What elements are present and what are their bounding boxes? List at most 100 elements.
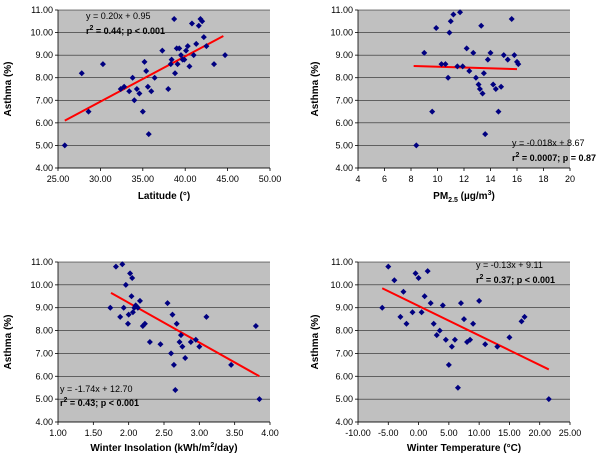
data-point	[179, 343, 186, 350]
y-tick-label: 11.00	[331, 5, 353, 15]
plot-area	[358, 10, 570, 168]
trendline	[64, 35, 224, 122]
data-point	[133, 86, 140, 92]
data-point	[385, 263, 392, 270]
y-tick-label: 6.00	[335, 371, 353, 381]
plot-area	[58, 262, 270, 422]
y-axis-title: Asthma (%)	[310, 61, 321, 116]
y-tick-label: 4.00	[35, 163, 53, 173]
x-axis-title: PM2.5 (µg/m3)	[433, 190, 495, 204]
data-point	[470, 320, 477, 327]
y-tick-labels: 4.00 5.00 6.00 7.00 8.00 9.00 10.00 11.00	[330, 5, 358, 173]
data-point	[167, 61, 174, 68]
x-tick-label: 18	[538, 174, 548, 184]
data-point	[476, 297, 483, 304]
x-tick-label: 35.00	[132, 174, 155, 184]
data-point	[85, 108, 92, 115]
data-point	[424, 268, 431, 275]
trendline	[413, 64, 518, 71]
plot-area	[58, 10, 270, 168]
y-tick-label: 8.00	[35, 73, 53, 83]
data-point	[470, 49, 477, 56]
y-tick-label: 10.00	[330, 28, 353, 38]
x-tick-label: 25.00	[559, 428, 582, 438]
data-point	[176, 45, 183, 52]
data-point	[177, 332, 184, 339]
y-tick-label: 8.00	[35, 326, 53, 336]
data-point	[451, 336, 458, 343]
data-point	[170, 361, 177, 368]
trendline	[381, 287, 550, 371]
data-point	[176, 339, 183, 345]
data-point	[418, 309, 425, 316]
x-tick-label: 16	[512, 174, 522, 184]
data-point	[490, 81, 497, 88]
data-point	[121, 83, 128, 90]
data-point	[454, 384, 461, 391]
data-point	[168, 56, 175, 63]
x-axis-title: Winter Temperature (°C)	[407, 443, 521, 454]
data-point	[472, 74, 479, 81]
data-point	[228, 361, 235, 368]
x-tick-label: 1.00	[49, 428, 67, 438]
data-point	[186, 63, 193, 70]
y-tick-labels: 4.00 5.00 6.00 7.00 8.00 9.00 10.00 11.00	[30, 5, 58, 173]
data-point	[545, 396, 552, 403]
data-point	[126, 88, 133, 95]
regression-stats: r2 = 0.37; p < 0.001	[476, 274, 555, 285]
data-point	[484, 56, 491, 63]
y-tick-label: 7.00	[335, 348, 353, 358]
data-point	[459, 63, 466, 70]
y-axis-title: Asthma (%)	[3, 61, 14, 116]
data-point	[450, 11, 457, 18]
data-point	[521, 313, 528, 320]
data-point	[136, 297, 143, 304]
data-point	[429, 108, 436, 115]
trendline	[381, 287, 550, 371]
x-tick-label: 4.00	[261, 428, 279, 438]
x-tick-label: 3.00	[191, 428, 209, 438]
data-point	[427, 300, 434, 307]
x-tick-labels: -10.00 -5.00 0.00 5.00 10.00 15.00 20.00 25.00	[345, 422, 581, 438]
y-tick-label: 10.00	[30, 28, 53, 38]
y-tick-label: 5.00	[35, 394, 53, 404]
data-point	[146, 339, 153, 345]
data-point	[445, 361, 452, 368]
y-tick-label: 5.00	[35, 140, 53, 150]
x-tick-label: 10.00	[468, 428, 491, 438]
x-tick-label: 20	[565, 174, 575, 184]
data-point	[61, 142, 68, 149]
x-tick-label: 5.00	[440, 428, 458, 438]
x-tick-label: 30.00	[89, 174, 112, 184]
y-tick-label: 9.00	[335, 303, 353, 313]
data-point	[183, 47, 190, 54]
x-tick-label: 45.00	[216, 174, 239, 184]
data-point	[433, 25, 440, 32]
x-tick-labels: 4 6 8 10 12 14 16 18 20	[355, 168, 575, 184]
y-tick-label: 11.00	[331, 257, 353, 267]
data-point	[442, 336, 449, 343]
x-tick-label: 6	[382, 174, 387, 184]
data-point	[203, 313, 210, 320]
data-point	[482, 341, 489, 348]
x-tick-label: 15.00	[498, 428, 521, 438]
x-tick-label: 50.00	[259, 174, 282, 184]
data-point	[447, 18, 454, 25]
data-point	[168, 350, 175, 357]
data-points	[379, 263, 552, 403]
data-point	[442, 61, 449, 68]
data-point	[256, 396, 263, 403]
y-tick-label: 9.00	[335, 50, 353, 60]
data-point	[448, 343, 455, 350]
data-point	[466, 67, 473, 74]
data-point	[131, 97, 138, 104]
y-tick-label: 7.00	[35, 348, 53, 358]
x-axis-title: Winter Insolation (kWh/m2/day)	[90, 442, 237, 454]
data-point	[200, 34, 207, 41]
data-point	[124, 320, 131, 327]
y-tick-label: 10.00	[30, 280, 53, 290]
data-point	[480, 70, 487, 77]
data-point	[482, 131, 489, 138]
data-point	[467, 336, 474, 343]
data-point	[184, 43, 191, 50]
